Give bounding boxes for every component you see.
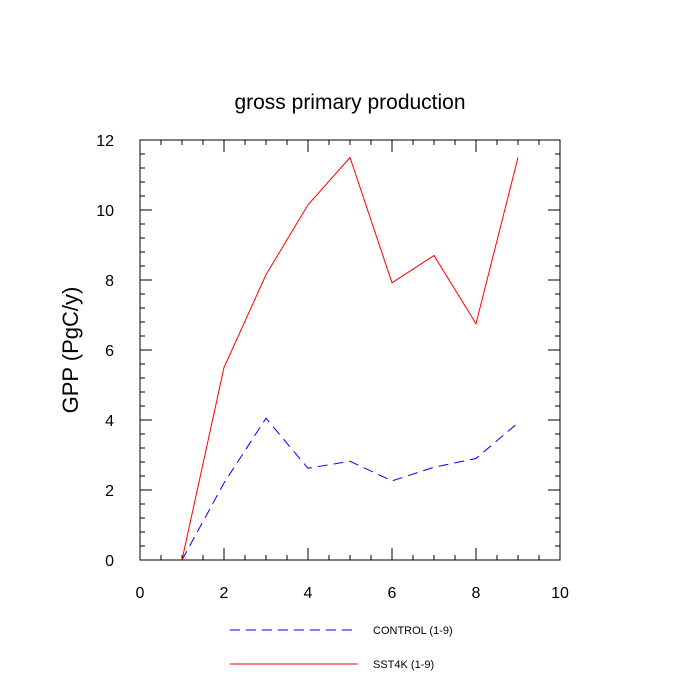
x-tick-label: 0 — [136, 585, 145, 602]
series-lines — [181, 156, 519, 561]
y-tick-label: 0 — [105, 553, 114, 570]
x-tick-label: 4 — [304, 585, 313, 602]
axis-ticks — [139, 139, 561, 561]
y-tick-label: 2 — [105, 483, 114, 500]
y-tick-label: 6 — [105, 343, 114, 360]
series-line-2 — [181, 156, 519, 561]
x-tick-label: 2 — [220, 585, 229, 602]
legend-label-1: CONTROL (1-9) — [373, 625, 453, 637]
y-axis-label: GPP (PgC/y) — [58, 287, 83, 414]
y-tick-label: 4 — [105, 413, 114, 430]
legend: CONTROL (1-9) SST4K (1-9) — [230, 625, 453, 671]
y-tick-label: 8 — [105, 273, 114, 290]
chart-title: gross primary production — [234, 91, 465, 114]
series-line-1 — [181, 417, 519, 561]
y-tick-label: 12 — [96, 133, 114, 150]
legend-label-2: SST4K (1-9) — [373, 659, 434, 671]
x-tick-label: 8 — [472, 585, 481, 602]
x-axis-tick-labels: 0 2 4 6 8 10 — [136, 585, 569, 602]
x-tick-label: 10 — [551, 585, 569, 602]
y-axis-tick-labels: 0 2 4 6 8 10 12 — [96, 133, 114, 570]
y-tick-label: 10 — [96, 203, 114, 220]
plot-frame — [139, 139, 561, 561]
x-tick-label: 6 — [388, 585, 397, 602]
